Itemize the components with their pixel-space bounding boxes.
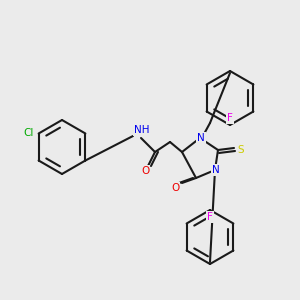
- Text: F: F: [227, 113, 233, 123]
- Text: N: N: [212, 165, 220, 175]
- Text: O: O: [171, 183, 179, 193]
- Text: Cl: Cl: [23, 128, 34, 139]
- Text: F: F: [207, 212, 213, 222]
- Text: S: S: [238, 145, 244, 155]
- Text: NH: NH: [134, 125, 149, 135]
- Text: N: N: [197, 133, 205, 143]
- Text: O: O: [141, 166, 149, 176]
